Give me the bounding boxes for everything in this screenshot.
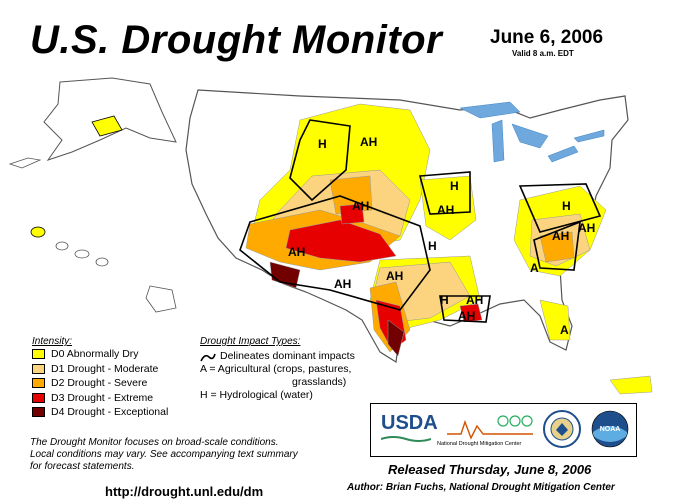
alaska [8,77,177,169]
impact-line-row: Delineates dominant impacts [200,350,370,363]
impact-label: AH [437,203,454,217]
d2-swatch [32,378,45,389]
great-lakes [459,101,605,163]
note-line: for forecast statements. [30,461,135,472]
usda-wave-icon [381,436,431,442]
impact-labels: AH H AH H AH H AH AH AH AH H AH AH H A A… [288,135,595,337]
noaa-logo-icon: NOAA [591,410,629,448]
impact-label: A [530,261,539,275]
impact-line-icon [200,353,216,361]
hawaii [30,226,177,313]
legend-item-d2: D2 Drought - Severe [32,376,168,391]
d4-swatch [32,407,45,418]
drought-map: AH H AH H AH H AH AH AH AH H AH AH H A A… [8,77,653,395]
d4-regions [269,261,405,357]
commerce-seal-icon [543,410,581,448]
impact-hydrological: H = Hydrological (water) [200,389,313,401]
impact-label: H [450,179,459,193]
impact-label: AH [334,277,351,291]
d3-regions [285,203,483,351]
impact-label: AH [552,229,569,243]
impact-lines [239,119,602,323]
website-link[interactable]: http://drought.unl.edu/dm [105,484,264,499]
legend-item-d3: D3 Drought - Extreme [32,391,168,406]
disclaimer-note: The Drought Monitor focuses on broad-sca… [30,437,350,473]
map-date: June 6, 2006 [490,27,604,48]
ndmc-label: National Drought Mitigation Center [437,441,522,447]
impact-legend: Drought Impact Types: Delineates dominan… [200,336,370,402]
impact-label: H [562,199,571,213]
partner-logos: USDA National Drought Mitigation Center … [370,403,637,457]
note-line: Local conditions may vary. See accompany… [30,449,298,460]
d3-swatch [32,392,45,403]
impact-line-label: Delineates dominant impacts [220,350,355,362]
impact-label: AH [386,269,403,283]
d0-swatch [32,349,45,360]
impact-legend-title: Drought Impact Types: [200,336,301,347]
map-title: U.S. Drought Monitor [30,18,443,62]
release-date: Released Thursday, June 8, 2006 [388,462,592,477]
legend-label: D0 Abnormally Dry [51,348,139,361]
usda-logo: USDA [381,412,438,434]
impact-label: AH [352,199,369,213]
intensity-legend-title: Intensity: [32,336,73,347]
legend-label: D2 Drought - Severe [51,377,148,390]
impact-label: AH [288,245,305,259]
impact-label: H [440,293,449,307]
d1-swatch [32,363,45,374]
intensity-legend: Intensity: D0 Abnormally Dry D1 Drought … [32,336,168,420]
impact-label: H [428,239,437,253]
legend-label: D1 Drought - Moderate [51,362,159,375]
noaa-text: NOAA [600,426,621,433]
legend-item-d4: D4 Drought - Exceptional [32,405,168,420]
impact-label: AH [458,309,475,323]
valid-time: Valid 8 a.m. EDT [512,49,574,58]
impact-label: AH [466,293,483,307]
legend-item-d0: D0 Abnormally Dry [32,347,168,362]
impact-label: H [318,137,327,151]
impact-label: A [560,323,569,337]
impact-label: AH [360,135,377,149]
legend-label: D3 Drought - Extreme [51,391,154,404]
impact-agricultural: A = Agricultural (crops, pastures, [200,363,352,375]
legend-item-d1: D1 Drought - Moderate [32,362,168,377]
legend-label: D4 Drought - Exceptional [51,406,169,419]
note-line: The Drought Monitor focuses on broad-sca… [30,437,279,448]
impact-label: AH [578,221,595,235]
impact-agricultural-cont: grasslands) [292,376,347,388]
ndmc-logo-icon [447,415,533,440]
alaska-d0-area [91,115,123,137]
author-credit: Author: Brian Fuchs, National Drought Mi… [347,482,615,493]
